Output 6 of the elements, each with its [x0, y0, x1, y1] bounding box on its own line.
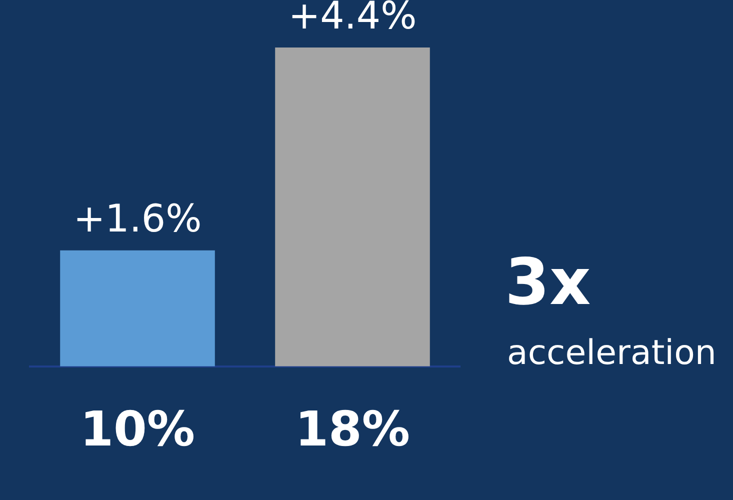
data-label: +4.4% — [288, 0, 417, 38]
data-label: +1.6% — [73, 196, 202, 240]
text: 3x — [505, 245, 592, 322]
x-tick-label: 18% — [295, 402, 410, 458]
text: acceleration — [507, 332, 716, 375]
x-tick-label: 10% — [80, 402, 195, 458]
